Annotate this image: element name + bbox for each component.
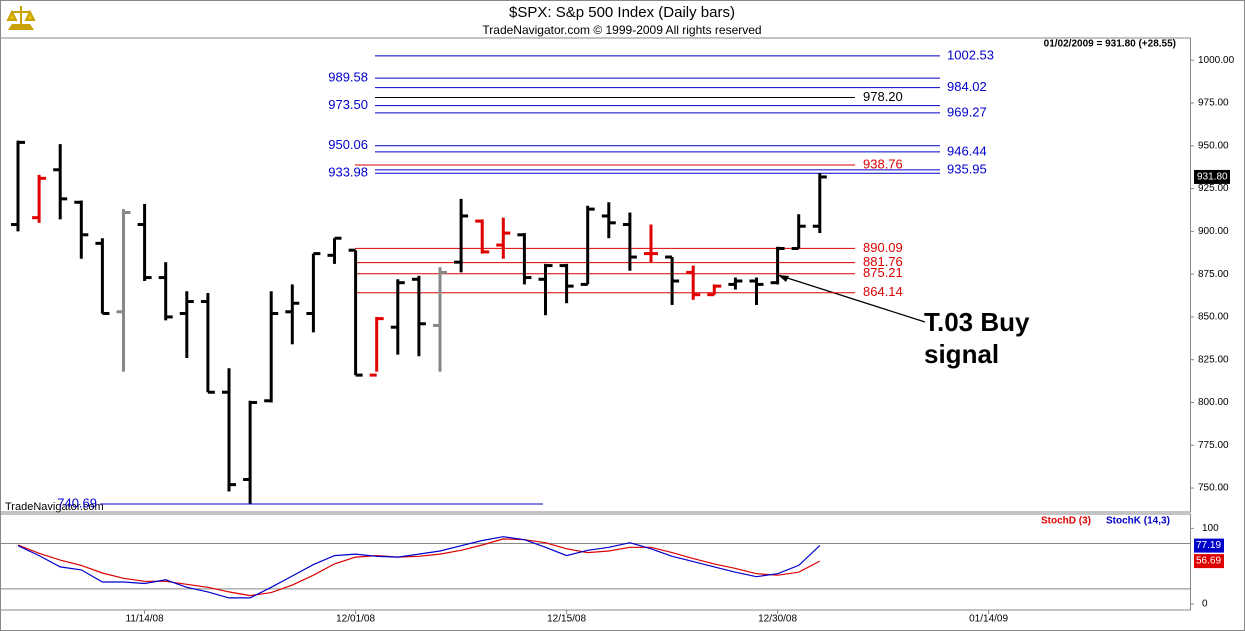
level-label: 989.58	[328, 70, 368, 85]
level-label: 864.14	[863, 284, 903, 299]
arrow-head	[778, 275, 789, 282]
level-label: 938.76	[863, 156, 903, 171]
x-tick-label: 12/01/08	[336, 614, 375, 625]
y-tick-label: 825.00	[1198, 354, 1229, 365]
level-label: 881.76	[863, 254, 903, 269]
stoch-line	[17, 538, 821, 597]
y-tick-label: 100	[1202, 523, 1219, 534]
level-label: 978.20	[863, 89, 903, 104]
x-tick-label: 01/14/09	[969, 614, 1008, 625]
value-tag	[1194, 554, 1224, 569]
value-tag-label: 77.19	[1196, 540, 1221, 551]
logo	[6, 6, 36, 30]
value-tag	[1194, 538, 1224, 553]
level-label: 946.44	[947, 143, 987, 158]
y-tick-label: 950.00	[1198, 140, 1229, 151]
value-tag-label: 56.69	[1196, 556, 1221, 567]
x-tick-label: 12/15/08	[547, 614, 586, 625]
y-tick-label: 1000.00	[1198, 55, 1235, 66]
label-bg	[861, 90, 911, 105]
level-label: 890.09	[863, 240, 903, 255]
y-tick-label: 875.00	[1198, 269, 1229, 280]
y-tick-label: 925.00	[1198, 183, 1229, 194]
chart-subtitle: TradeNavigator.com © 1999-2009 All right…	[482, 23, 761, 37]
level-label: 973.50	[328, 97, 368, 112]
stoch-line	[17, 536, 821, 599]
chart-title: $SPX: S&p 500 Index (Daily bars)	[509, 4, 735, 21]
level-label: 935.95	[947, 161, 987, 176]
legend-entry: StochK (14,3)	[1106, 516, 1170, 527]
annotation: T.03 Buy signal	[924, 307, 1030, 369]
y-tick-label: 750.00	[1198, 483, 1229, 494]
watermark: TradeNavigator.com	[5, 501, 104, 513]
annotation-arrow	[777, 274, 926, 323]
price-tag-label: 931.80	[1197, 172, 1228, 183]
x-tick-label: 12/30/08	[758, 614, 797, 625]
level-label: 740.69	[57, 495, 97, 510]
stoch-panel	[0, 513, 1191, 611]
header-info: 01/02/2009 = 931.80 (+28.55)	[1044, 39, 1176, 50]
level-label: 875.21	[863, 265, 903, 280]
level-label: 950.06	[328, 137, 368, 152]
legend-entry: StochD (3)	[1041, 516, 1091, 527]
price-panel	[0, 37, 1191, 513]
y-tick-label: 0	[1202, 599, 1208, 610]
y-tick-label: 900.00	[1198, 226, 1229, 237]
y-tick-label: 850.00	[1198, 312, 1229, 323]
y-tick-label: 975.00	[1198, 98, 1229, 109]
level-label: 969.27	[947, 104, 987, 119]
price-tag	[1194, 169, 1230, 184]
level-label: 1002.53	[947, 47, 994, 62]
level-label: 933.98	[328, 165, 368, 180]
x-tick-label: 11/14/08	[126, 614, 165, 625]
y-tick-label: 800.00	[1198, 397, 1229, 408]
level-label: 984.02	[947, 79, 987, 94]
y-tick-label: 775.00	[1198, 440, 1229, 451]
